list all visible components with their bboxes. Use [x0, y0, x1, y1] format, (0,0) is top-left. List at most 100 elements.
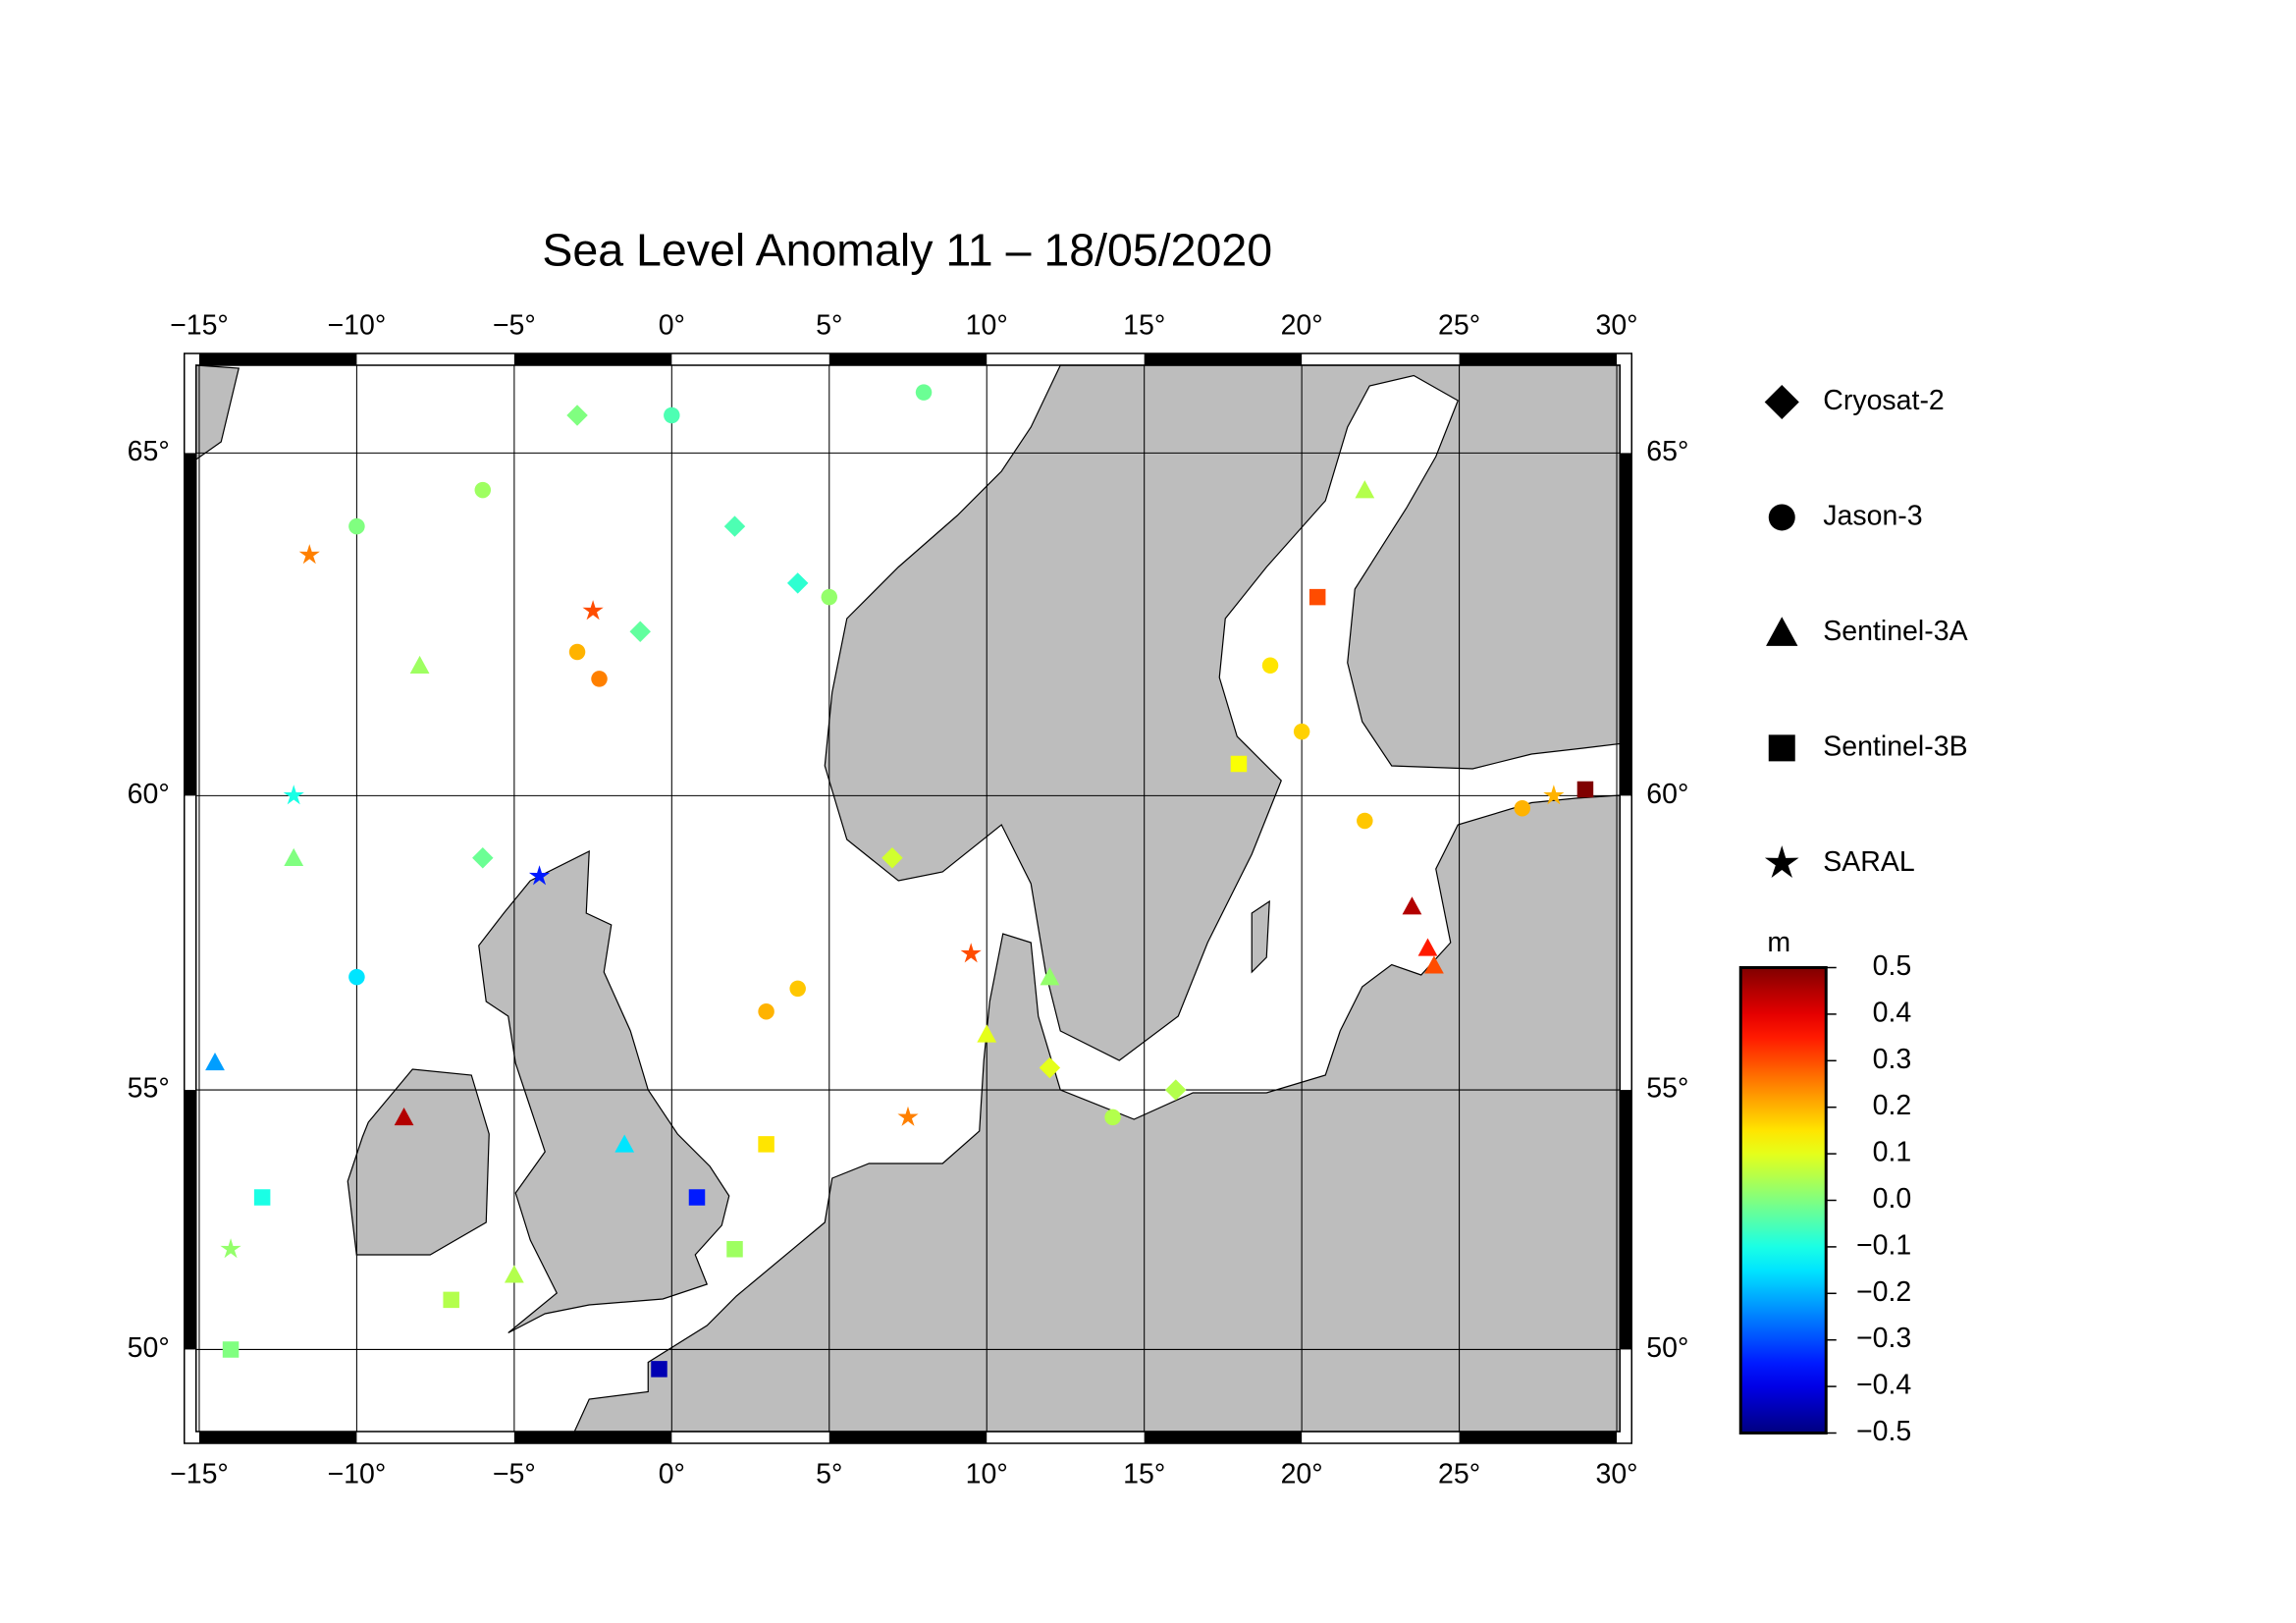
legend-label: Sentinel-3B	[1823, 730, 1967, 762]
colorbar-tick-label: −0.3	[1856, 1323, 1911, 1354]
x-tick-label: 10°	[966, 1459, 1008, 1490]
colorbar-tick-label: −0.4	[1856, 1370, 1911, 1401]
map-title: Sea Level Anomaly 11 – 18/05/2020	[542, 224, 1272, 275]
great-britain	[478, 850, 730, 1334]
marker	[1165, 1079, 1187, 1101]
marker	[568, 643, 586, 661]
x-tick-label: −15°	[170, 1459, 229, 1490]
marker	[443, 1291, 459, 1309]
frame-bar	[1459, 1432, 1618, 1443]
colorbar-tick-label: −0.5	[1856, 1416, 1911, 1447]
frame-bar	[1144, 1432, 1303, 1443]
colorbar-label: m	[1767, 927, 1790, 958]
frame-bar	[828, 1432, 988, 1443]
marker	[1417, 938, 1438, 956]
marker	[394, 1108, 414, 1126]
x-tick-label: 30°	[1595, 1459, 1637, 1490]
x-tick-label: 20°	[1281, 1459, 1323, 1490]
x-tick-label: 5°	[816, 310, 842, 342]
legend-symbol	[1764, 384, 1799, 420]
marker	[664, 406, 680, 424]
frame-bar	[198, 353, 357, 365]
x-tick-label: 25°	[1438, 310, 1480, 342]
marker	[222, 1341, 240, 1358]
colorbar-tick-label: 0.1	[1873, 1137, 1912, 1168]
frame-bar	[184, 453, 196, 796]
marker	[881, 847, 903, 869]
marker	[1576, 781, 1594, 798]
marker	[915, 384, 933, 401]
marker	[284, 847, 304, 866]
legend-symbol	[1766, 617, 1798, 646]
scandinavia	[824, 364, 1621, 1061]
marker	[1293, 723, 1310, 740]
x-tick-label: 5°	[816, 1459, 842, 1490]
y-tick-label: 55°	[1646, 1073, 1688, 1105]
marker	[1104, 1109, 1121, 1126]
marker	[528, 865, 551, 886]
y-tick-label: 60°	[128, 779, 170, 810]
marker	[977, 1024, 997, 1043]
marker	[591, 671, 608, 687]
y-tick-label: 65°	[128, 436, 170, 467]
marker	[504, 1265, 524, 1283]
x-tick-label: 10°	[966, 310, 1008, 342]
gotland	[1251, 899, 1270, 974]
x-tick-label: 0°	[659, 1459, 685, 1490]
colorbar-tick-label: 0.3	[1873, 1044, 1912, 1075]
marker	[723, 515, 746, 537]
colorbar-tick-label: 0.5	[1873, 950, 1912, 982]
x-tick-label: 0°	[659, 310, 685, 342]
colorbar-tick-label: 0.2	[1873, 1090, 1912, 1121]
marker	[897, 1106, 919, 1126]
y-tick-label: 50°	[128, 1332, 170, 1364]
legend-label: Cryosat-2	[1823, 385, 1945, 416]
colorbar-tick-label: −0.2	[1856, 1276, 1911, 1308]
marker	[1230, 755, 1248, 773]
marker	[1402, 896, 1422, 915]
x-tick-label: −5°	[493, 310, 536, 342]
frame-bar	[828, 353, 988, 365]
colorbar	[1738, 966, 1828, 1434]
marker	[283, 784, 304, 805]
marker	[726, 1241, 743, 1258]
colorbar-tick-label: −0.1	[1856, 1229, 1911, 1261]
legend-symbol	[1768, 734, 1795, 762]
marker	[298, 544, 320, 565]
x-tick-label: −10°	[328, 1459, 387, 1490]
x-tick-label: −5°	[493, 1459, 536, 1490]
marker	[582, 600, 604, 621]
marker	[1514, 799, 1531, 817]
legend-label: Sentinel-3A	[1823, 616, 1967, 647]
marker	[1424, 955, 1444, 974]
marker	[1040, 967, 1060, 986]
marker	[1308, 588, 1326, 606]
x-tick-label: 15°	[1123, 1459, 1165, 1490]
marker	[409, 655, 430, 674]
frame-bar	[513, 353, 672, 365]
colorbar-tick-label: 0.0	[1873, 1183, 1912, 1215]
legend-symbol	[1768, 504, 1795, 531]
frame-bar	[198, 1432, 357, 1443]
x-tick-label: −10°	[328, 310, 387, 342]
marker	[220, 1238, 241, 1259]
marker	[651, 1361, 667, 1378]
marker	[758, 1136, 774, 1153]
frame-bar	[1620, 1090, 1632, 1350]
marker	[614, 1134, 635, 1153]
marker	[960, 943, 982, 963]
marker	[1261, 657, 1279, 674]
y-tick-label: 55°	[128, 1073, 170, 1105]
x-tick-label: 30°	[1595, 310, 1637, 342]
marker	[566, 405, 588, 426]
frame-bar	[1459, 353, 1618, 365]
frame-bar	[1620, 453, 1632, 796]
marker	[205, 1052, 225, 1071]
marker	[758, 1002, 774, 1020]
x-tick-label: 20°	[1281, 310, 1323, 342]
frame-bar	[184, 1090, 196, 1350]
x-tick-label: −15°	[170, 310, 229, 342]
frame-bar	[1144, 353, 1303, 365]
marker	[688, 1189, 706, 1206]
